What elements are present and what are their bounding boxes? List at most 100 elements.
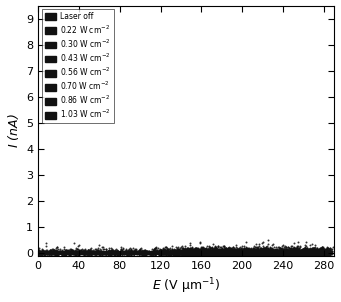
Point	[309, 251, 314, 256]
Point	[157, 250, 163, 255]
Point	[85, 250, 91, 255]
Point	[268, 249, 273, 254]
Point	[119, 250, 124, 255]
Point	[248, 250, 253, 255]
Point	[305, 249, 310, 254]
Point	[302, 251, 308, 256]
Point	[134, 250, 139, 255]
Point	[143, 251, 148, 256]
Point	[235, 248, 241, 253]
Point	[201, 251, 206, 256]
Point	[217, 248, 223, 253]
Point	[282, 252, 288, 257]
Point	[315, 251, 321, 256]
Point	[71, 250, 76, 255]
Point	[147, 251, 152, 255]
Point	[255, 246, 261, 250]
Point	[248, 247, 254, 252]
Point	[202, 251, 207, 256]
Point	[218, 254, 224, 259]
Point	[250, 250, 255, 255]
Point	[184, 252, 189, 257]
Point	[62, 250, 68, 255]
Point	[308, 249, 314, 253]
Point	[208, 245, 213, 249]
Point	[297, 249, 303, 254]
Point	[227, 251, 232, 256]
Point	[289, 253, 294, 258]
Point	[133, 250, 138, 255]
Point	[282, 250, 288, 255]
Point	[228, 251, 234, 256]
Point	[64, 251, 70, 256]
Point	[298, 248, 303, 253]
Point	[49, 250, 55, 255]
Point	[175, 249, 180, 254]
Point	[41, 250, 46, 255]
Point	[247, 252, 252, 257]
Point	[280, 252, 285, 257]
Point	[271, 249, 277, 253]
Point	[262, 249, 268, 254]
Point	[44, 241, 49, 246]
Point	[264, 250, 269, 255]
Point	[220, 250, 225, 255]
Point	[201, 247, 206, 252]
Point	[187, 249, 192, 254]
Point	[68, 249, 73, 254]
Point	[302, 250, 308, 255]
Point	[288, 253, 294, 258]
Point	[193, 251, 199, 256]
Point	[53, 250, 58, 255]
Point	[317, 249, 323, 253]
Point	[260, 251, 265, 256]
Point	[221, 250, 227, 255]
Point	[266, 249, 271, 254]
Point	[266, 251, 271, 256]
Point	[273, 249, 278, 254]
Point	[308, 252, 314, 257]
Point	[220, 252, 226, 256]
Point	[303, 251, 309, 256]
Point	[321, 248, 326, 253]
Point	[57, 249, 62, 254]
Point	[269, 252, 275, 257]
Point	[231, 251, 237, 256]
Point	[116, 250, 121, 255]
Point	[48, 250, 53, 255]
Point	[238, 249, 244, 254]
Point	[283, 249, 288, 254]
Point	[199, 252, 205, 256]
Point	[224, 251, 230, 255]
Point	[237, 251, 242, 256]
Point	[279, 249, 285, 254]
Point	[99, 249, 105, 254]
Point	[113, 251, 118, 256]
Point	[56, 250, 62, 255]
Point	[289, 250, 294, 255]
Point	[80, 250, 86, 255]
Point	[219, 249, 224, 254]
Point	[310, 250, 315, 255]
Point	[309, 251, 315, 256]
Point	[256, 250, 262, 255]
Point	[253, 250, 259, 255]
Point	[316, 249, 322, 254]
Point	[307, 249, 312, 254]
Point	[106, 252, 111, 257]
Point	[208, 250, 214, 255]
Point	[69, 250, 74, 255]
Point	[162, 250, 167, 255]
Point	[214, 249, 220, 254]
Point	[185, 250, 191, 255]
Point	[230, 251, 236, 255]
Point	[271, 250, 277, 255]
Point	[122, 250, 128, 255]
Point	[291, 251, 296, 256]
Point	[205, 250, 210, 255]
Point	[257, 249, 263, 254]
Point	[219, 250, 225, 255]
Point	[284, 250, 290, 255]
Point	[199, 250, 205, 255]
Point	[291, 247, 297, 252]
